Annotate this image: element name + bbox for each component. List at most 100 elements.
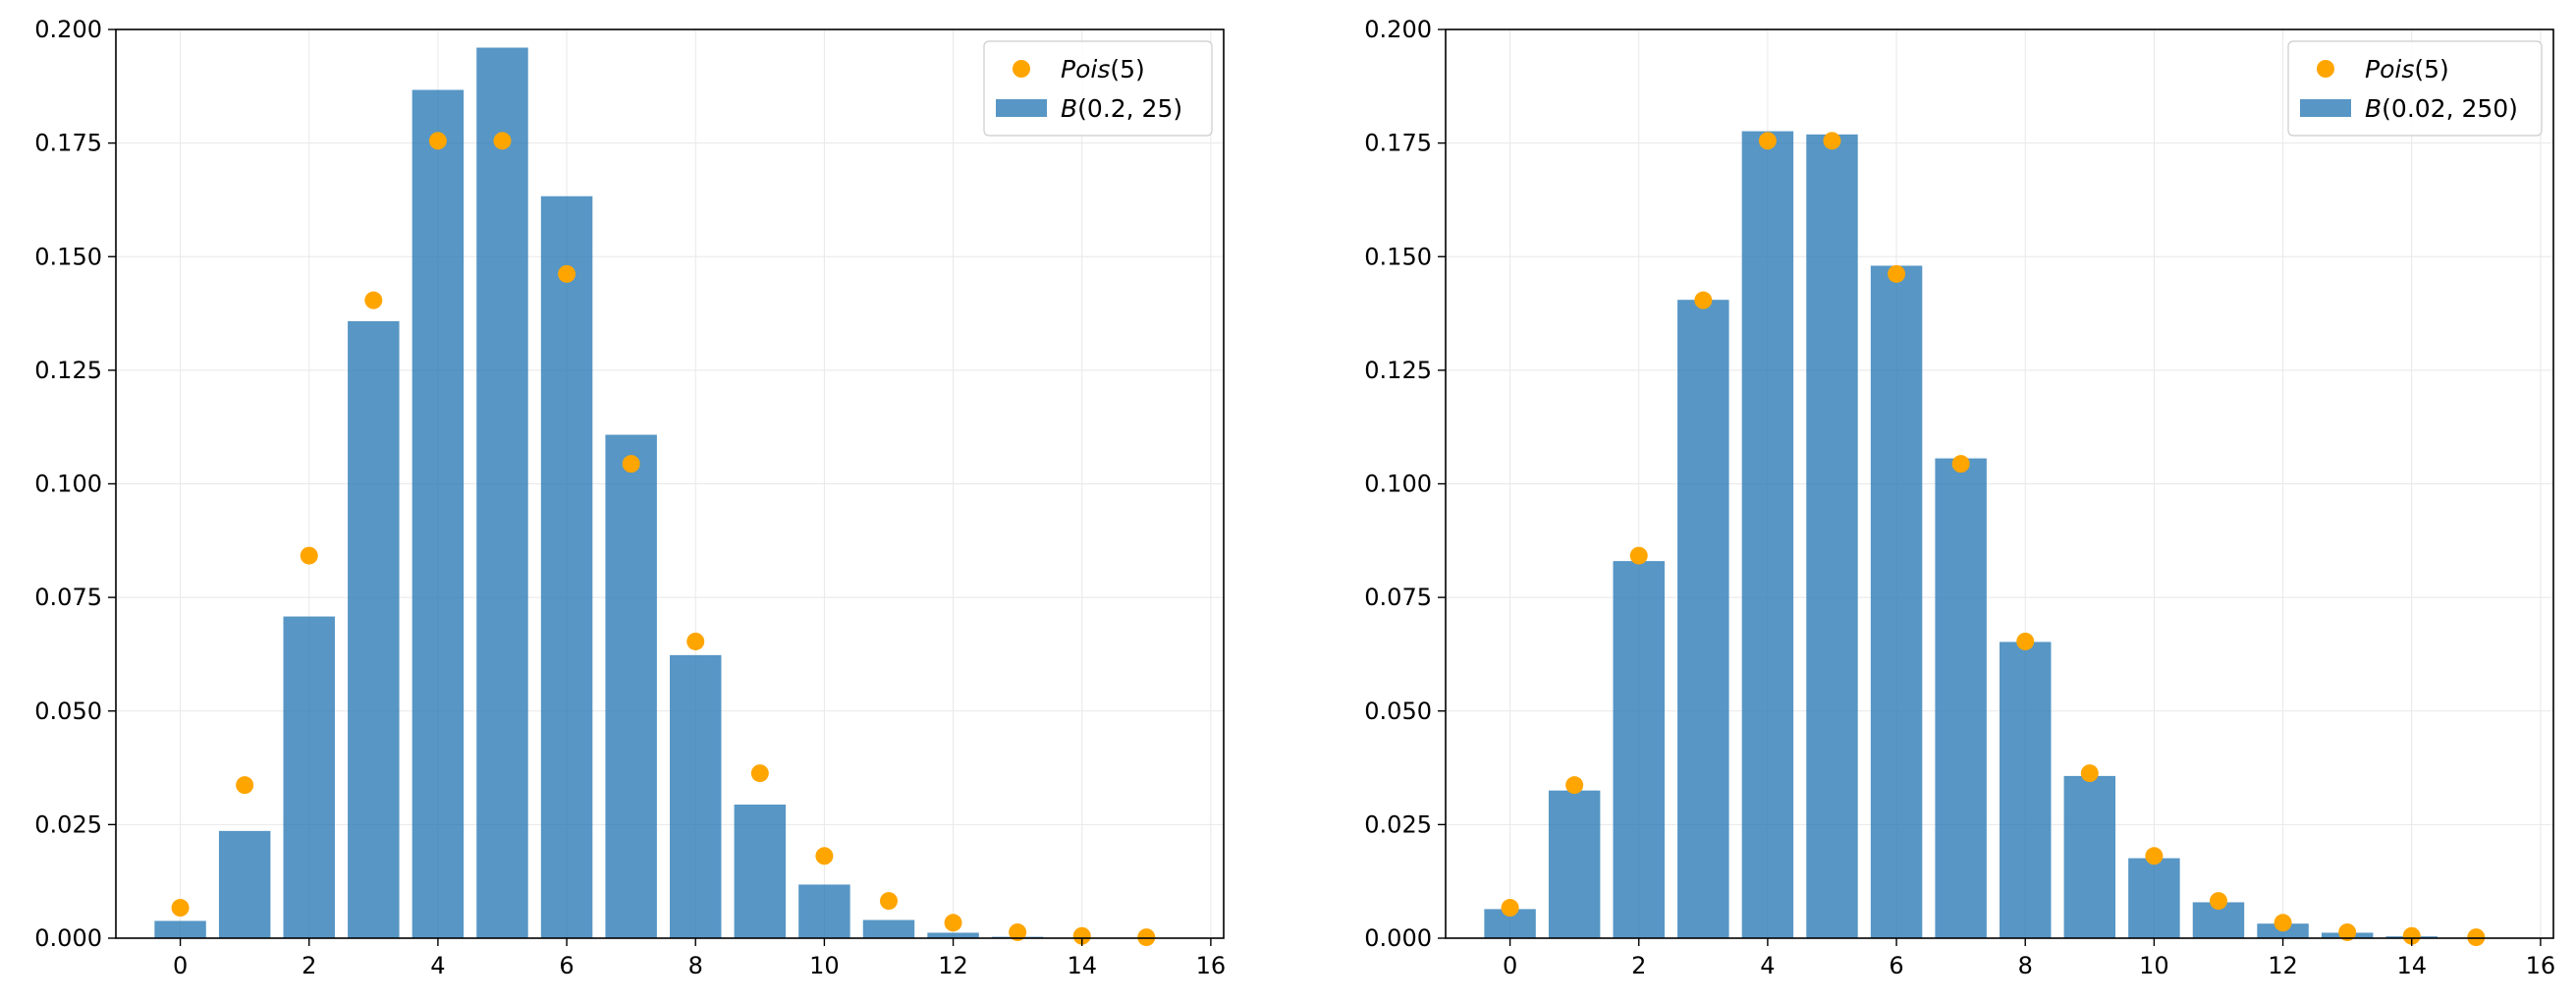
x-tick-label: 2 xyxy=(301,952,316,979)
bar xyxy=(411,89,465,938)
y-tick-label: 0.125 xyxy=(1364,357,1432,384)
y-tick-label: 0.200 xyxy=(1364,16,1432,43)
legend-label-binomial: B(0.2, 25) xyxy=(1061,94,1182,123)
x-tick-label: 16 xyxy=(1196,952,1227,979)
y-tick-label: 0.000 xyxy=(1364,924,1432,952)
legend-label-poisson: Pois(5) xyxy=(2365,55,2449,84)
scatter-point xyxy=(1137,928,1156,947)
x-tick-label: 8 xyxy=(688,952,703,979)
x-tick-label: 6 xyxy=(1889,952,1903,979)
scatter-point xyxy=(2274,914,2292,932)
bar xyxy=(605,434,657,938)
scatter-point xyxy=(750,764,769,783)
bar xyxy=(798,884,850,938)
chart-panel-2: 0 2 4 6 8 10 12 14 16 0.000 0.025 0.050 0.075 0.100 0.… xyxy=(1364,16,2555,979)
scatter-point xyxy=(944,914,962,932)
x-tick-label: 14 xyxy=(2396,952,2427,979)
scatter-point xyxy=(686,632,705,650)
bar xyxy=(927,932,979,938)
x-tick-label: 4 xyxy=(430,952,445,979)
y-tick-label: 0.100 xyxy=(34,471,102,498)
x-tick-label: 16 xyxy=(2526,952,2556,979)
scatter-point xyxy=(879,892,898,911)
scatter-point xyxy=(1629,546,1648,565)
scatter-point xyxy=(815,847,834,865)
y-tick-label: 0.025 xyxy=(34,810,102,838)
legend-box xyxy=(2287,40,2543,137)
scatter-point xyxy=(1823,132,1841,150)
scatter-point xyxy=(2016,632,2035,650)
y-tick-label: 0.175 xyxy=(1364,130,1432,157)
legend: Pois(5) B(0.02, 250) xyxy=(2287,40,2543,137)
bar xyxy=(1741,131,1794,939)
scatter-point xyxy=(1888,264,1906,283)
scatter-point xyxy=(236,776,254,795)
x-tick-label: 0 xyxy=(173,952,188,979)
bar xyxy=(1935,458,1987,938)
bar xyxy=(1677,300,1729,938)
legend-marker-bar xyxy=(2300,99,2351,117)
x-tick-label: 8 xyxy=(2018,952,2033,979)
bar xyxy=(862,920,915,938)
scatter-point xyxy=(1009,922,1027,941)
y-tick-label: 0.025 xyxy=(1364,810,1432,838)
bar xyxy=(283,616,335,938)
y-tick-label: 0.050 xyxy=(1364,697,1432,725)
scatter-point xyxy=(2209,892,2227,911)
x-tick-label: 10 xyxy=(2139,952,2169,979)
bar xyxy=(2063,775,2116,938)
scatter-point xyxy=(428,132,447,150)
scatter-point xyxy=(300,546,318,565)
bar xyxy=(218,830,271,938)
y-tick-label: 0.050 xyxy=(34,697,102,725)
x-tick-label: 12 xyxy=(2268,952,2298,979)
scatter-point xyxy=(364,291,383,309)
y-tick-label: 0.075 xyxy=(34,584,102,611)
y-tick-label: 0.200 xyxy=(34,16,102,43)
scatter-point xyxy=(1072,926,1091,945)
scatter-point xyxy=(493,132,512,150)
bar xyxy=(734,805,787,938)
bar xyxy=(154,920,206,938)
scatter-point xyxy=(2080,764,2099,783)
x-tick-label: 0 xyxy=(1503,952,1517,979)
scatter-point xyxy=(1758,132,1777,150)
scatter-point xyxy=(171,899,190,918)
scatter-point xyxy=(2338,922,2357,941)
y-tick-label: 0.175 xyxy=(34,130,102,157)
legend-marker-dot xyxy=(1013,60,1030,78)
legend: Pois(5) B(0.2, 25) xyxy=(983,40,1213,137)
x-tick-label: 6 xyxy=(559,952,574,979)
legend-label-binomial: B(0.02, 250) xyxy=(2365,94,2518,123)
scatter-point xyxy=(2467,928,2486,947)
scatter-point xyxy=(1501,899,1519,918)
scatter-point xyxy=(1565,776,1584,795)
bar xyxy=(1613,561,1665,938)
x-tick-label: 4 xyxy=(1760,952,1775,979)
scatter-point xyxy=(622,455,640,474)
bar xyxy=(540,195,593,939)
bar xyxy=(1548,790,1601,938)
x-tick-label: 2 xyxy=(1631,952,1646,979)
y-tick-label: 0.100 xyxy=(1364,471,1432,498)
bar xyxy=(2000,641,2052,938)
bar xyxy=(670,654,722,938)
scatter-point xyxy=(1951,455,1970,474)
legend-marker-bar xyxy=(996,99,1047,117)
x-tick-label: 10 xyxy=(809,952,840,979)
bar xyxy=(1806,134,1858,938)
legend-marker-dot xyxy=(2317,60,2334,78)
bar xyxy=(348,320,400,938)
x-tick-label: 12 xyxy=(938,952,968,979)
scatter-point xyxy=(2145,847,2164,865)
scatter-point xyxy=(2402,926,2421,945)
bar xyxy=(2128,858,2180,938)
y-tick-label: 0.125 xyxy=(34,357,102,384)
y-tick-label: 0.075 xyxy=(1364,584,1432,611)
bar xyxy=(1870,265,1923,938)
scatter-point xyxy=(1694,291,1713,309)
y-tick-label: 0.150 xyxy=(1364,243,1432,270)
legend-label-poisson: Pois(5) xyxy=(1061,55,1145,84)
bar xyxy=(476,47,528,938)
